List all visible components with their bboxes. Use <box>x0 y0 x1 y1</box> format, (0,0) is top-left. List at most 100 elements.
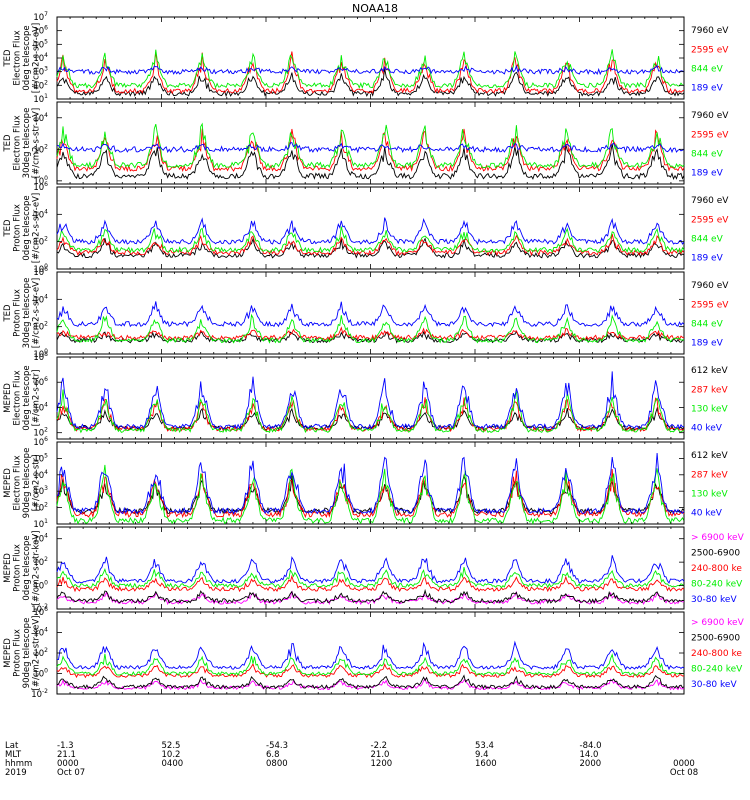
legend-entry: 612 keV <box>691 451 728 461</box>
x-tick-label: 2000 <box>580 759 602 769</box>
series-line-5 <box>56 555 685 584</box>
y-axis-label: MEPEDElectron Flux0deg telescope[#/cm2-s… <box>3 365 42 430</box>
legend-entry: 287 keV <box>691 385 728 395</box>
x-tick-label: 53.4 <box>475 741 494 751</box>
y-tick-label: 101 <box>33 518 48 530</box>
series-line-1 <box>56 237 685 259</box>
y-tick-label: 106 <box>33 436 48 448</box>
x-tick-label: 0800 <box>266 759 288 769</box>
legend-entry: 287 keV <box>691 470 728 480</box>
series-line-4 <box>56 301 685 328</box>
series-line-2 <box>56 51 685 95</box>
legend-entry: 2595 eV <box>691 215 729 225</box>
legend-entry: > 6900 keV <box>691 618 745 628</box>
legend-entry: 130 keV <box>691 489 728 499</box>
legend-entry: 30-80 keV <box>691 595 737 605</box>
x-tick-label: 0000 <box>57 759 79 769</box>
panel-frame <box>56 101 685 185</box>
legend-entry: 189 eV <box>691 253 724 263</box>
x-tick-label: 14.0 <box>580 750 599 760</box>
legend-entry: 40 keV <box>691 423 723 433</box>
y-tick-label: 101 <box>33 93 48 105</box>
series-line-3 <box>56 313 685 344</box>
series-line-2 <box>56 468 685 519</box>
legend-entry: 7960 eV <box>691 196 729 206</box>
legend-entry: 2595 eV <box>691 300 729 310</box>
legend-entry: 7960 eV <box>691 281 729 291</box>
x-tick-label: -1.3 <box>57 741 74 751</box>
x-tick-label: 21.0 <box>371 750 390 760</box>
series-line-1 <box>56 590 685 606</box>
series-line-4 <box>57 142 685 154</box>
legend-entry: 7960 eV <box>691 26 729 36</box>
legend-entry: 7960 eV <box>691 111 729 121</box>
legend-entry: 612 keV <box>691 366 728 376</box>
x-row-label: MLT <box>5 750 22 760</box>
y-axis-label: TEDElectron Flux30deg telescope[#/cm2-s-… <box>3 108 42 179</box>
series-line-3 <box>56 389 685 434</box>
legend-entry: 80-240 keV <box>691 665 743 675</box>
legend-entry: > 6900 keV <box>691 533 745 543</box>
x-tick-label: 1200 <box>371 759 393 769</box>
legend-entry: 2595 eV <box>691 45 729 55</box>
x-tick-label: 0000 <box>673 759 695 769</box>
series-line-1 <box>56 330 685 344</box>
legend-entry: 189 eV <box>691 83 724 93</box>
x-tick-label: -84.0 <box>580 741 602 751</box>
x-tick-label: 10.2 <box>162 750 181 760</box>
y-tick-label: 107 <box>33 11 48 23</box>
figure-title: NOAA18 <box>352 2 398 15</box>
series-line-4 <box>56 653 685 677</box>
x-tick-label: -54.3 <box>266 741 288 751</box>
series-line-3 <box>56 49 684 89</box>
x-tick-label: 21.1 <box>57 750 76 760</box>
series-line-4 <box>56 64 685 76</box>
series-line-3 <box>56 226 685 254</box>
panel-frame <box>56 16 685 100</box>
legend-entry: 80-240 keV <box>691 580 743 590</box>
series-line-3 <box>56 662 685 679</box>
x-tick-label: 6.8 <box>266 750 280 760</box>
legend-entry: 240-800 ke <box>691 564 742 574</box>
series-line-4 <box>56 452 685 515</box>
x-tick-label: 52.5 <box>162 741 181 751</box>
y-axis-label: MEPEDProton Flux0deg telescope[#/cm2-s-s… <box>3 531 42 606</box>
x-tick-label: 9.4 <box>475 750 489 760</box>
series-line-5 <box>57 640 685 671</box>
x-tick-label: 1600 <box>475 759 497 769</box>
y-tick-label: 102 <box>33 502 48 514</box>
legend-entry: 844 eV <box>691 319 724 329</box>
legend-entry: 240-800 ke <box>691 649 742 659</box>
legend-entry: 844 eV <box>691 64 724 74</box>
legend-entry: 844 eV <box>691 234 724 244</box>
y-axis-label: MEPEDElectron Flux90deg telescope[#/cm2-… <box>3 448 42 519</box>
series-line-2 <box>56 588 685 604</box>
series-line-3 <box>56 122 685 169</box>
x-row-label: 2019 <box>5 768 27 778</box>
series-line-1 <box>56 143 685 181</box>
legend-entry: 189 eV <box>691 168 724 178</box>
series-line-4 <box>56 567 685 589</box>
x-tick-label: Oct 07 <box>57 768 85 778</box>
series-line-2 <box>56 233 685 257</box>
legend-entry: 844 eV <box>691 149 724 159</box>
x-tick-label: 0400 <box>162 759 184 769</box>
series-line-3 <box>56 574 685 593</box>
series-line-2 <box>56 326 685 342</box>
series-line-4 <box>56 217 685 246</box>
x-tick-label: -2.2 <box>371 741 388 751</box>
series-line-4 <box>56 371 685 430</box>
y-tick-label: 106 <box>33 266 48 278</box>
y-tick-label: 108 <box>33 351 48 363</box>
series-line-2 <box>56 128 685 173</box>
